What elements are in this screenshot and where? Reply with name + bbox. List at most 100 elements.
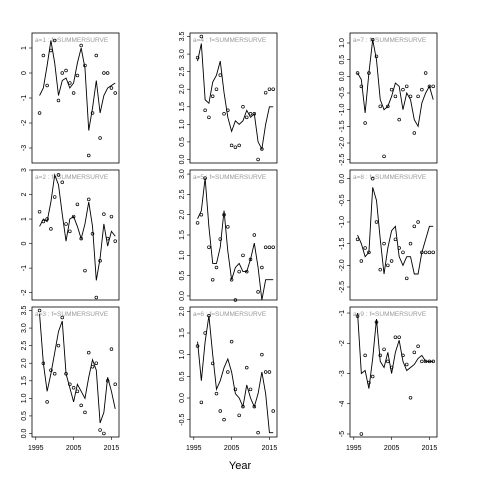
panel-title: a=7 : f=SUMMERSURVE <box>353 37 427 44</box>
data-point <box>56 98 61 103</box>
y-tick-label: 1.5 <box>179 230 186 240</box>
data-point <box>382 347 386 352</box>
y-tick-label: 1 <box>21 46 28 50</box>
data-point <box>60 180 65 185</box>
data-point <box>355 71 360 75</box>
data-point <box>94 295 99 300</box>
data-point <box>401 250 405 255</box>
data-point <box>226 225 230 229</box>
fit-line <box>39 313 116 424</box>
panel-frame <box>349 169 438 301</box>
data-point <box>98 428 102 432</box>
y-tick-label: 3.0 <box>179 169 186 179</box>
data-point <box>393 335 398 339</box>
y-tick-label: 1.5 <box>21 376 28 386</box>
data-point <box>218 409 223 413</box>
x-tick-label: 1995 <box>346 445 362 452</box>
panel-title: a=8 : f=SUMMERSURVE <box>353 174 427 181</box>
data-point <box>113 239 117 243</box>
data-point <box>359 432 364 436</box>
data-point <box>94 361 99 365</box>
y-tick-label: 1.0 <box>21 393 28 403</box>
data-point <box>45 83 49 88</box>
data-point <box>244 365 249 370</box>
data-point <box>207 245 211 249</box>
data-point <box>393 237 398 242</box>
x-tick-label: 1995 <box>28 445 44 452</box>
data-point <box>71 91 76 95</box>
data-point <box>370 374 375 379</box>
data-point <box>37 308 42 313</box>
y-tick-label: 3 <box>21 168 28 172</box>
data-point <box>408 395 413 400</box>
fit-line <box>197 43 274 151</box>
data-point <box>222 417 226 422</box>
data-point <box>397 117 401 122</box>
data-point <box>199 400 204 405</box>
data-point <box>56 343 61 348</box>
y-tick-label: 1.5 <box>179 102 186 112</box>
data-point <box>423 71 428 75</box>
data-point <box>267 87 272 91</box>
data-point <box>271 409 275 413</box>
data-point <box>37 209 42 214</box>
data-point <box>386 359 390 364</box>
y-tick-label: -2.5 <box>339 154 346 166</box>
y-tick-label: -5 <box>339 431 346 437</box>
data-point <box>113 382 117 387</box>
data-point <box>263 370 268 374</box>
y-tick-label: 0.0 <box>339 174 346 184</box>
data-point <box>423 250 428 255</box>
panel-title: a=4 : f=SUMMERSURVE <box>193 37 267 44</box>
data-point <box>382 154 386 159</box>
data-point <box>378 104 383 109</box>
data-point <box>86 350 91 355</box>
y-tick-label: 1.0 <box>339 38 346 48</box>
x-axis-label: Year <box>229 460 252 472</box>
y-tick-label: 1.0 <box>179 119 186 129</box>
data-point <box>404 84 409 89</box>
x-tick-label: 2015 <box>422 445 438 452</box>
data-point <box>412 131 417 135</box>
data-point <box>386 104 390 109</box>
y-tick-label: 0.0 <box>179 291 186 301</box>
y-tick-label: 3.5 <box>21 306 28 316</box>
y-tick-label: 3.0 <box>21 323 28 333</box>
data-point <box>210 94 215 98</box>
data-point <box>98 136 102 140</box>
y-tick-label: -2 <box>339 340 346 346</box>
data-point <box>260 265 264 270</box>
y-tick-label: 3.0 <box>179 49 186 59</box>
y-tick-label: 1.0 <box>179 250 186 260</box>
data-point <box>195 221 200 225</box>
y-tick-label: -0.5 <box>339 87 346 99</box>
data-point <box>210 277 215 282</box>
data-point <box>389 259 394 263</box>
y-tick-label: 0.0 <box>179 393 186 403</box>
data-point <box>267 245 272 249</box>
y-tick-label: 1.0 <box>179 350 186 360</box>
y-tick-label: 3.5 <box>179 32 186 42</box>
data-point <box>241 253 245 258</box>
data-point <box>359 259 364 263</box>
data-point <box>374 220 379 224</box>
data-point <box>363 246 367 250</box>
data-point <box>83 410 87 415</box>
y-tick-label: 0 <box>21 242 28 246</box>
fit-line <box>39 40 116 131</box>
panel-frame <box>31 306 120 438</box>
data-point <box>71 214 76 219</box>
y-tick-label: 2.0 <box>179 84 186 94</box>
data-point <box>408 241 413 246</box>
panel-frame <box>189 32 278 164</box>
data-point <box>37 111 42 115</box>
data-point <box>237 413 241 418</box>
fit-line <box>39 173 116 281</box>
y-tick-label: 1 <box>21 217 28 221</box>
x-tick-label: 1995 <box>186 445 202 452</box>
data-point <box>355 237 360 242</box>
data-point <box>420 87 424 92</box>
data-point <box>52 38 57 43</box>
data-point <box>401 87 405 92</box>
